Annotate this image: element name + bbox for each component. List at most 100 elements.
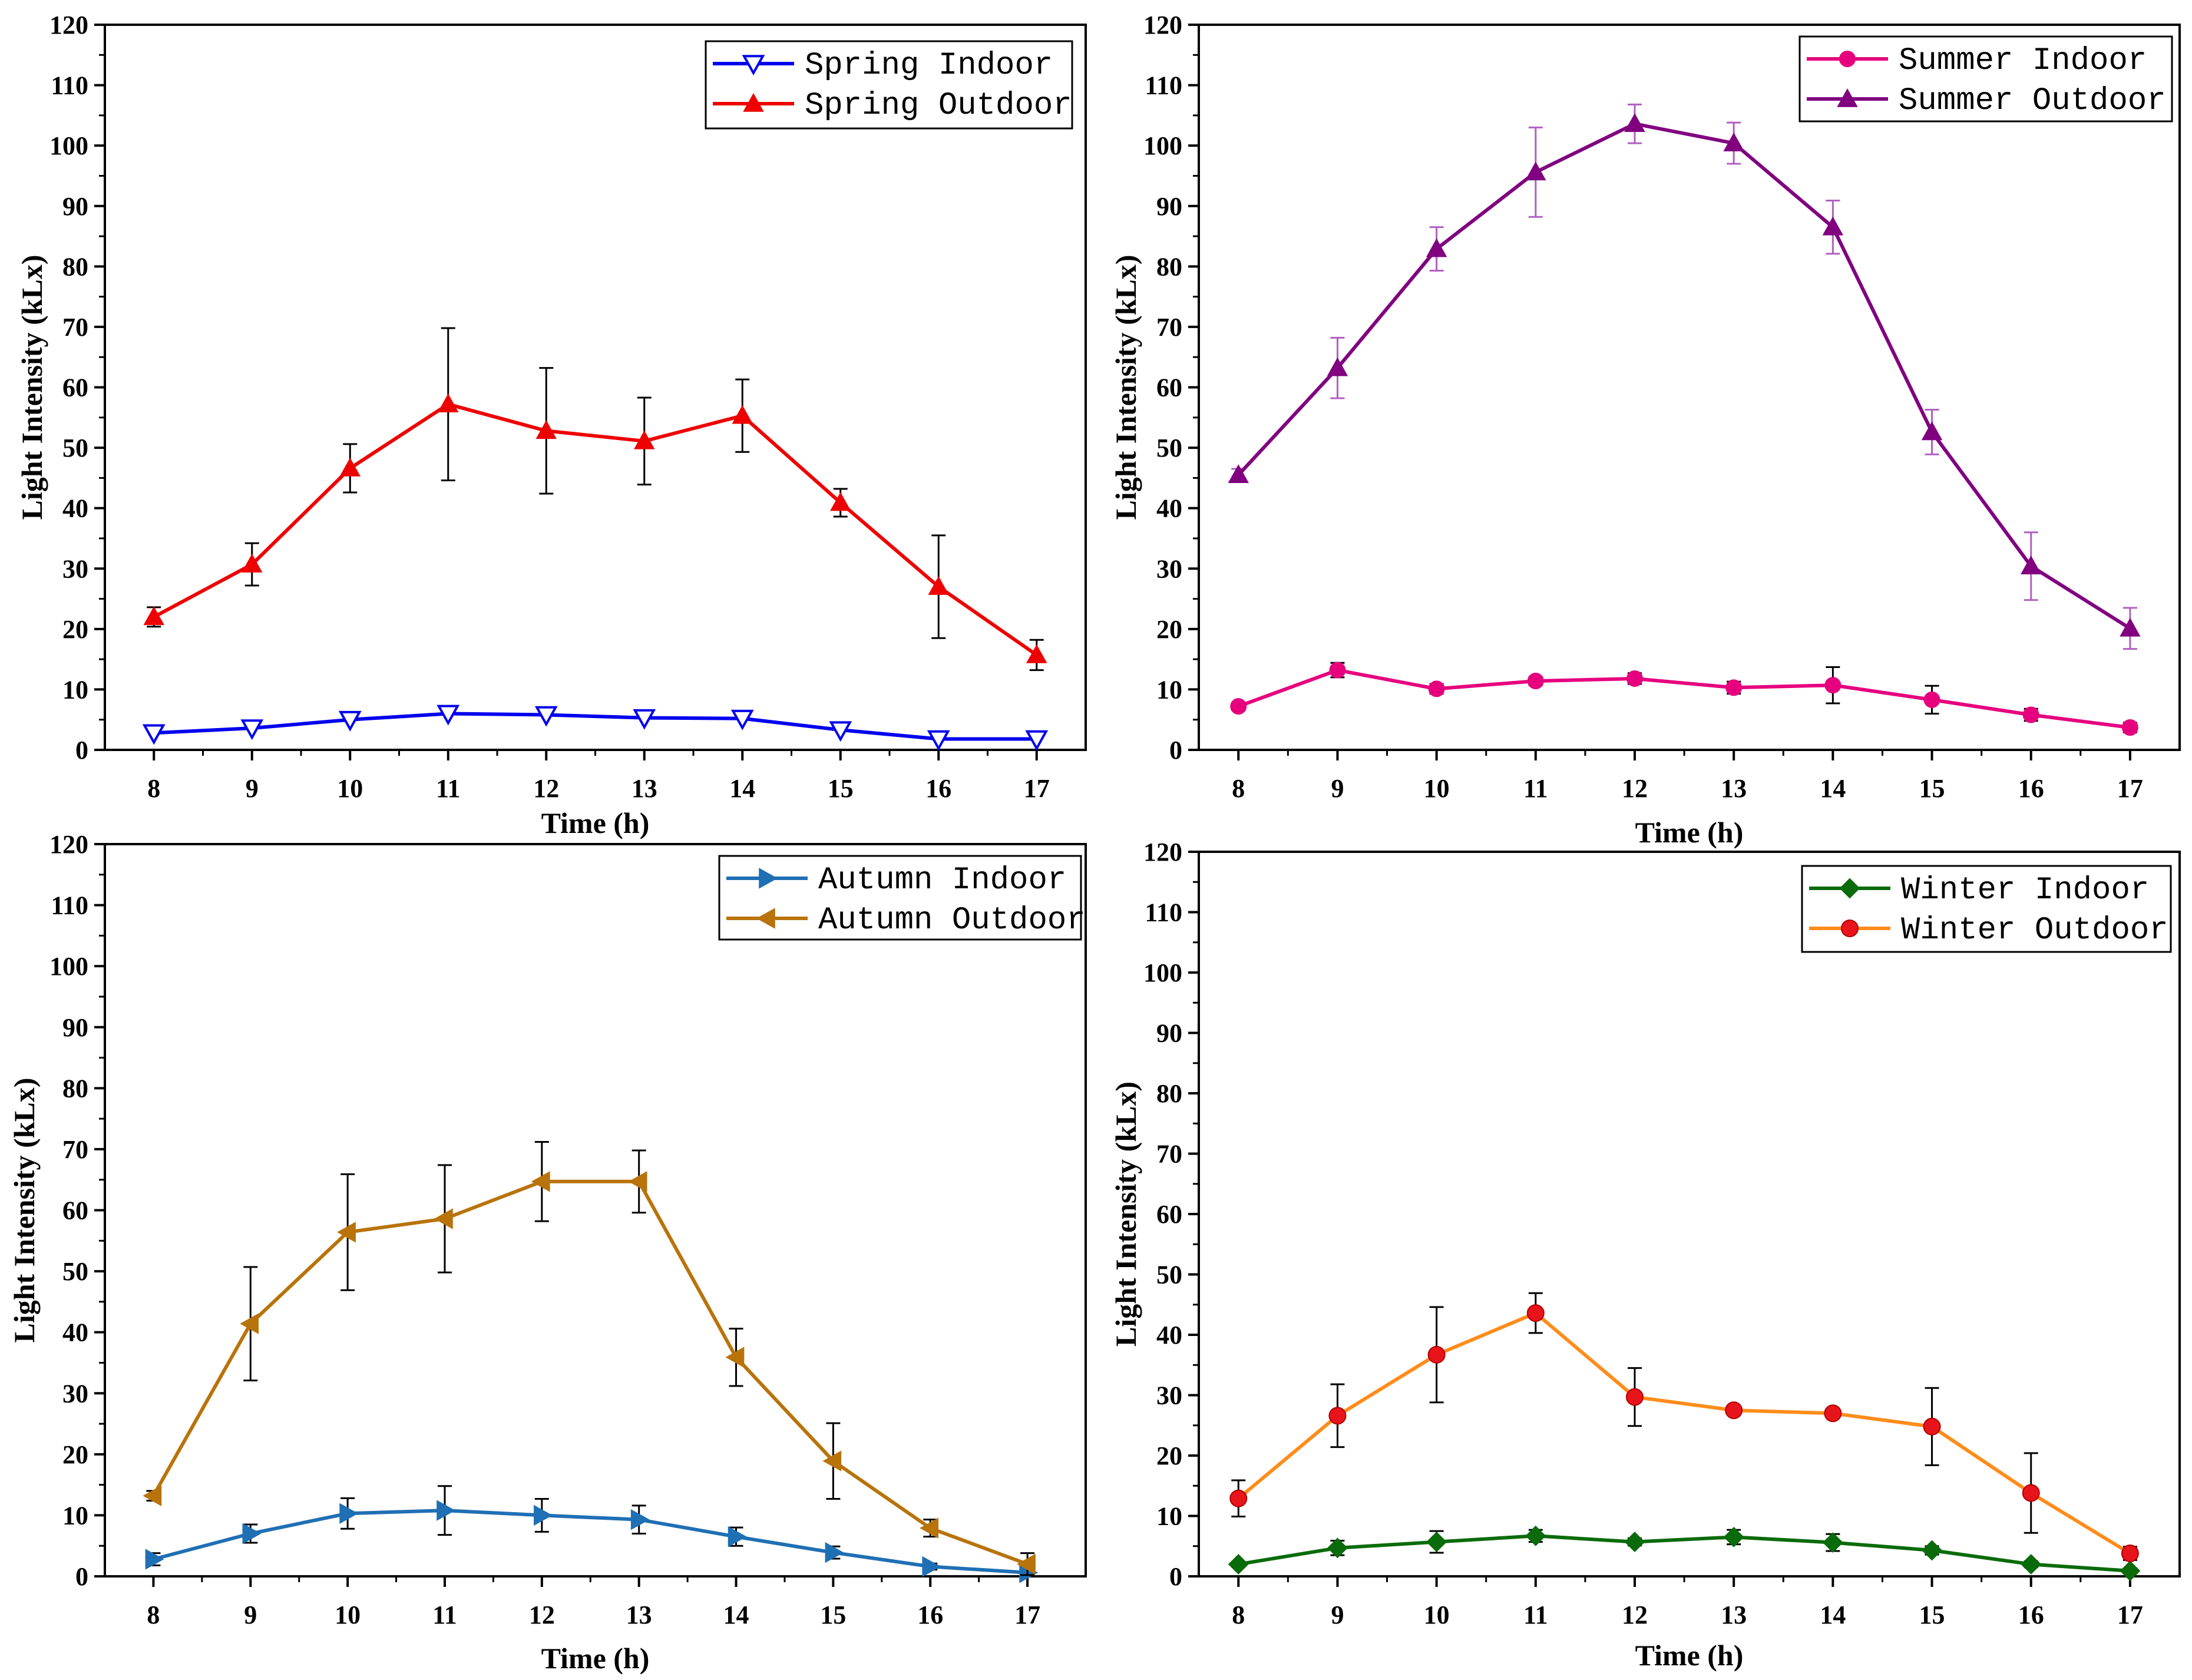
data-point <box>630 1509 650 1530</box>
y-tick-label-spring: 60 <box>62 373 88 402</box>
y-tick-label-winter: 20 <box>1156 1441 1182 1470</box>
data-point <box>1822 216 1844 236</box>
legend-winter: Winter Indoor Winter Outdoor <box>1801 865 2172 953</box>
data-point <box>242 1523 262 1545</box>
data-point <box>240 1313 259 1334</box>
x-tick-label-summer: 14 <box>1820 774 1846 803</box>
y-tick-label-autumn: 10 <box>62 1501 88 1530</box>
data-point <box>339 1503 359 1524</box>
x-axis-title-winter: Time (h) <box>1635 1639 1744 1672</box>
y-tick-label-autumn: 80 <box>62 1074 88 1103</box>
data-point <box>1327 1537 1348 1559</box>
plot-frame-spring <box>104 24 1087 751</box>
y-tick-label-winter: 100 <box>1143 958 1182 987</box>
data-point <box>143 606 164 626</box>
x-tick-label-spring: 12 <box>533 774 559 803</box>
data-point <box>534 706 558 727</box>
data-point <box>534 1504 553 1526</box>
y-tick-label-summer: 110 <box>1145 71 1182 100</box>
x-tick-label-summer: 13 <box>1721 774 1747 803</box>
x-tick-label-spring: 9 <box>246 774 259 803</box>
data-point <box>142 724 166 745</box>
legend-spring: Spring Indoor Spring Outdoor <box>705 40 1073 130</box>
data-point <box>920 1517 939 1539</box>
data-point <box>2022 1484 2040 1502</box>
chart-winter: 0 10 20 30 40 50 60 70 80 90 100 110 120 8 9 10 11 12 13 14… <box>1109 838 2181 1672</box>
data-point <box>1624 1532 1645 1552</box>
x-tick-label-winter: 12 <box>1622 1600 1648 1629</box>
data-point <box>1327 357 1348 376</box>
x-tick-label-winter: 10 <box>1424 1600 1450 1629</box>
data-point <box>1921 421 1943 441</box>
y-tick-label-summer: 0 <box>1169 736 1182 765</box>
x-tick-label-autumn: 9 <box>244 1600 257 1629</box>
x-tick-label-autumn: 15 <box>820 1600 846 1629</box>
data-point <box>633 709 656 730</box>
legend-swatch-marker <box>743 92 764 112</box>
x-tick-label-spring: 16 <box>925 774 951 803</box>
x-tick-label-summer: 12 <box>1622 774 1648 803</box>
y-axis-title-spring: Light Intensity (kLx) <box>15 254 48 520</box>
data-point <box>143 1485 162 1506</box>
data-point <box>1025 730 1049 751</box>
data-point <box>927 730 950 751</box>
data-point <box>1026 644 1047 663</box>
data-point <box>825 1542 844 1563</box>
data-point <box>1725 1401 1743 1420</box>
data-point <box>437 1500 456 1521</box>
y-tick-label-summer: 50 <box>1156 434 1182 462</box>
y-tick-label-winter: 50 <box>1156 1261 1182 1289</box>
legend-box <box>1798 35 2173 123</box>
y-tick-label-autumn: 40 <box>62 1318 88 1347</box>
y-tick-label-spring: 30 <box>62 554 88 583</box>
data-point <box>1822 1532 1843 1553</box>
data-point <box>628 1171 647 1192</box>
chart-summer: 0 10 20 30 40 50 60 70 80 90 100 110 120 8 9 10 11 12 13 14… <box>1109 11 2181 849</box>
series-spring-outdoor <box>143 327 1047 672</box>
y-tick-label-winter: 70 <box>1156 1140 1182 1169</box>
data-point <box>1923 1417 1941 1436</box>
data-point <box>1624 113 1645 133</box>
x-tick-label-winter: 9 <box>1331 1600 1344 1629</box>
y-tick-label-autumn: 120 <box>49 830 88 859</box>
data-point <box>1626 670 1643 687</box>
series-autumn-outdoor <box>143 1140 1036 1576</box>
y-tick-label-spring: 120 <box>49 11 88 39</box>
data-point <box>2120 617 2141 637</box>
data-point <box>1228 1554 1249 1575</box>
legend-swatch-marker <box>742 55 765 76</box>
data-point <box>2120 1560 2141 1582</box>
y-tick-label-autumn: 50 <box>62 1257 88 1286</box>
x-tick-label-autumn: 12 <box>529 1600 555 1629</box>
legend-swatch-marker <box>1837 88 1858 107</box>
x-tick-label-spring: 14 <box>729 774 755 803</box>
y-tick-label-winter: 0 <box>1169 1562 1182 1591</box>
legend-swatch-marker <box>1841 920 1859 937</box>
data-point <box>1525 161 1546 181</box>
x-tick-label-winter: 8 <box>1232 1600 1245 1629</box>
data-point <box>1824 677 1841 694</box>
data-point <box>1626 1388 1644 1406</box>
data-point <box>535 420 557 439</box>
data-point <box>725 1347 745 1368</box>
legend-autumn: Autumn Indoor Autumn Outdoor <box>718 855 1086 941</box>
chart-autumn: 0 10 20 30 40 50 60 70 80 90 100 110 120 8 9 10 11 12 13 14… <box>8 830 1087 1675</box>
data-point <box>2121 1545 2139 1563</box>
data-point <box>145 1549 164 1570</box>
data-point <box>531 1171 550 1192</box>
data-point <box>2021 1554 2042 1575</box>
series-winter-outdoor <box>1229 1292 2139 1563</box>
data-point <box>2022 706 2039 723</box>
y-tick-label-autumn: 30 <box>62 1379 88 1408</box>
y-tick-label-summer: 100 <box>1143 131 1182 160</box>
legend-box <box>1801 865 2172 953</box>
x-tick-label-spring: 15 <box>828 774 854 803</box>
data-point <box>1426 238 1447 257</box>
x-tick-label-autumn: 14 <box>723 1600 749 1629</box>
legend-label: Spring Indoor <box>805 48 1053 84</box>
y-tick-label-winter: 110 <box>1145 898 1182 927</box>
legend-label: Summer Indoor <box>1899 43 2147 79</box>
data-point <box>1723 133 1744 151</box>
data-point <box>728 1526 747 1547</box>
x-tick-label-winter: 15 <box>1919 1600 1945 1629</box>
